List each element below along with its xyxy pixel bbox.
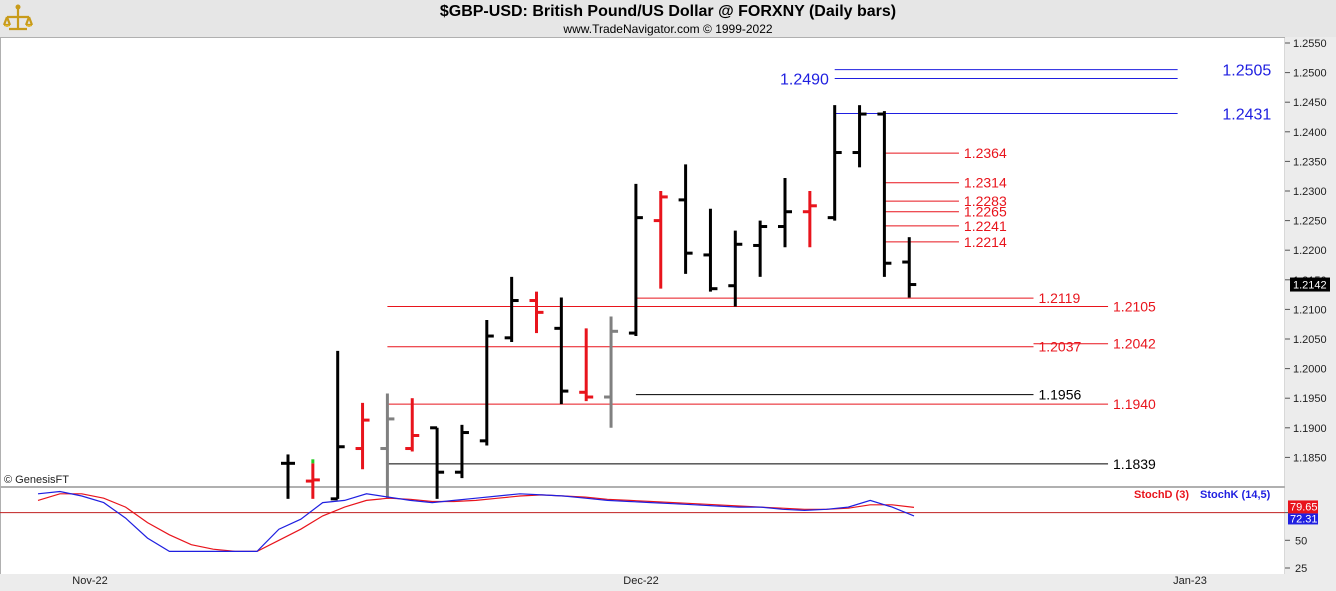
price-level-label: 1.2265 bbox=[964, 204, 1007, 220]
ohlc-bar bbox=[628, 183, 643, 337]
ohlc-bar bbox=[405, 398, 420, 452]
stochK-last-value: 72.31 bbox=[1290, 513, 1318, 525]
price-tick-label: 1.2500 bbox=[1293, 68, 1327, 80]
stochK-line bbox=[37, 490, 915, 552]
ohlc-bar bbox=[554, 297, 569, 405]
price-tick-label: 1.2300 bbox=[1293, 186, 1327, 198]
ohlc-bar bbox=[877, 111, 892, 277]
price-tick-label: 1.2350 bbox=[1293, 156, 1327, 168]
price-level-label: 1.1956 bbox=[1038, 387, 1081, 403]
price-level-label: 1.2505 bbox=[1222, 63, 1271, 80]
price-tick-label: 1.1950 bbox=[1293, 393, 1327, 405]
ohlc-bar bbox=[355, 402, 370, 470]
watermark: © GenesisFT bbox=[4, 474, 69, 486]
chart-area: 1.2550 1.2500 1.2450 1.2400 1.2350 1.2300 1.22… bbox=[0, 37, 1336, 591]
stochD-line bbox=[37, 493, 915, 552]
ohlc-bar bbox=[529, 291, 544, 334]
price-level-label: 1.2241 bbox=[964, 218, 1007, 234]
ohlc-bar bbox=[380, 393, 395, 499]
stochD-last-value: 79.65 bbox=[1290, 501, 1318, 513]
price-level-label: 1.2105 bbox=[1113, 298, 1156, 314]
date-label: Dec-22 bbox=[623, 575, 658, 587]
stochK-badge bbox=[1288, 513, 1318, 525]
price-level-label: 1.2283 bbox=[964, 193, 1007, 209]
price-level-label: 1.2490 bbox=[780, 72, 829, 89]
price-level-label: 1.2042 bbox=[1113, 336, 1156, 352]
ohlc-bar bbox=[778, 177, 792, 248]
price-panel-frame bbox=[0, 37, 1286, 487]
stoch-tick-label: 25 bbox=[1295, 563, 1307, 575]
price-tick-label: 1.2000 bbox=[1293, 364, 1327, 376]
ohlc-bar bbox=[281, 454, 295, 499]
ohlc-bar bbox=[504, 276, 519, 342]
stoch-tick-label: 50 bbox=[1295, 535, 1307, 547]
date-label: Nov-22 bbox=[72, 575, 107, 587]
ohlc-bar bbox=[678, 164, 693, 274]
ohlc-bar bbox=[579, 328, 594, 402]
chart-header bbox=[0, 0, 1336, 37]
price-level-label: 1.2364 bbox=[964, 145, 1007, 161]
price-tick-label: 1.2400 bbox=[1293, 127, 1327, 139]
price-axis-background bbox=[1285, 37, 1336, 591]
price-level-label: 1.1839 bbox=[1113, 456, 1156, 472]
last-price-badge bbox=[1290, 277, 1330, 292]
ohlc-bar bbox=[604, 316, 619, 428]
ohlc-bar bbox=[330, 350, 345, 501]
stochK-legend: StochK (14,5) bbox=[1200, 489, 1271, 501]
price-level-label: 1.2119 bbox=[1038, 290, 1080, 306]
price-tick-label: 1.1900 bbox=[1293, 423, 1327, 435]
ohlc-bar bbox=[728, 230, 743, 307]
ohlc-bar bbox=[753, 220, 768, 277]
ohlc-bar bbox=[305, 463, 320, 499]
price-tick-label: 1.1850 bbox=[1293, 452, 1327, 464]
price-tick-label: 1.2450 bbox=[1293, 97, 1327, 109]
chart-title: $GBP-USD: British Pound/US Dollar @ FORX… bbox=[439, 3, 897, 20]
price-level-label: 1.2037 bbox=[1038, 339, 1081, 355]
price-level-label: 1.1940 bbox=[1113, 396, 1156, 412]
trade-navigator-logo-icon bbox=[3, 4, 33, 31]
date-axis-background bbox=[0, 574, 1285, 591]
bar-marker bbox=[311, 459, 315, 464]
price-tick-label: 1.2550 bbox=[1293, 38, 1327, 50]
stochD-badge bbox=[1288, 500, 1318, 514]
price-tick-label: 1.2200 bbox=[1293, 245, 1327, 257]
price-level-label: 1.2314 bbox=[964, 175, 1007, 191]
ohlc-bar bbox=[827, 105, 842, 221]
ohlc-bar bbox=[653, 191, 668, 289]
ohlc-bar bbox=[430, 426, 445, 499]
ohlc-bar bbox=[902, 237, 917, 298]
ohlc-bar bbox=[479, 320, 494, 446]
chart-subtitle: www.TradeNavigator.com © 1999-2022 bbox=[563, 22, 773, 36]
price-level-label: 1.2214 bbox=[964, 234, 1007, 250]
price-tick-label: 1.2250 bbox=[1293, 216, 1327, 228]
last-price-label: 1.2142 bbox=[1293, 280, 1327, 292]
ohlc-bar bbox=[802, 191, 817, 248]
ohlc-bar bbox=[454, 424, 469, 479]
price-tick-label: 1.2050 bbox=[1293, 334, 1327, 346]
date-label: Jan-23 bbox=[1173, 575, 1207, 587]
ohlc-bar bbox=[852, 105, 867, 168]
stochD-legend: StochD (3) bbox=[1134, 489, 1189, 501]
price-level-label: 1.2431 bbox=[1222, 106, 1271, 123]
price-tick-label: 1.2100 bbox=[1293, 304, 1327, 316]
ohlc-bar bbox=[703, 208, 718, 292]
